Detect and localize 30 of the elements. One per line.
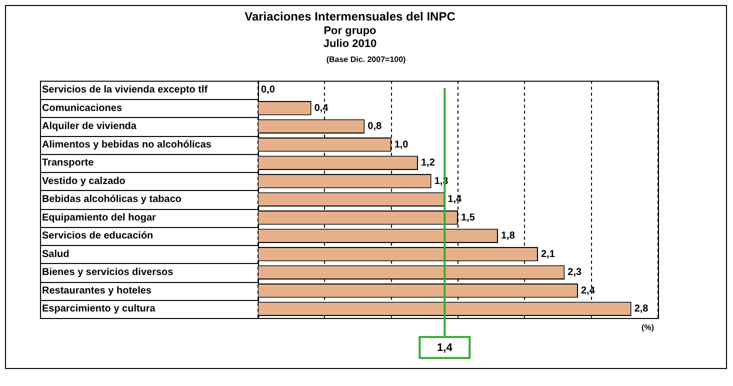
data-label: 1,0	[394, 139, 409, 150]
y-tick-label: Transporte	[42, 158, 94, 169]
chart-title: Variaciones Intermensuales del INPC	[244, 10, 456, 24]
data-label: 0,0	[261, 84, 276, 96]
y-tick-label: Alquiler de vivienda	[42, 121, 137, 132]
y-tick-label: Restaurantes y hoteles	[42, 285, 152, 296]
y-tick-label: Servicios de la vivienda excepto tlf	[42, 84, 208, 96]
data-label: 2,4	[581, 285, 596, 296]
data-label: 2,8	[634, 304, 649, 315]
ref-line-label: 1,4	[437, 342, 454, 354]
data-label: 1,5	[461, 212, 476, 224]
data-label: 1,2	[421, 158, 436, 169]
data-label: 1,8	[501, 230, 516, 242]
text: (%)	[642, 323, 654, 332]
y-tick-label: Vestido y calzado	[42, 176, 126, 187]
y-tick-label: Bebidas alcohólicas y tabaco	[42, 194, 182, 206]
data-label: 2,1	[541, 248, 556, 260]
data-label: 0,8	[368, 121, 382, 132]
y-tick-label: Equipamiento del hogar	[42, 212, 156, 224]
y-tick-label: Bienes y servicios diversos	[42, 267, 174, 278]
y-tick-label: Salud	[42, 248, 70, 260]
text: (Base Dic. 2007=100)	[326, 55, 406, 64]
data-label: 1,4	[448, 194, 462, 206]
y-tick-label: Esparcimiento y cultura	[42, 304, 156, 315]
data-label: 2,3	[568, 267, 582, 278]
y-tick-label: Alimentos y bebidas no alcohólicas	[42, 139, 212, 150]
y-tick-label: Comunicaciones	[42, 102, 122, 114]
chart-subtitle: Por grupo Julio 2010	[323, 25, 377, 50]
y-tick-label: Servicios de educación	[42, 230, 154, 242]
data-label: 0,4	[314, 102, 329, 114]
